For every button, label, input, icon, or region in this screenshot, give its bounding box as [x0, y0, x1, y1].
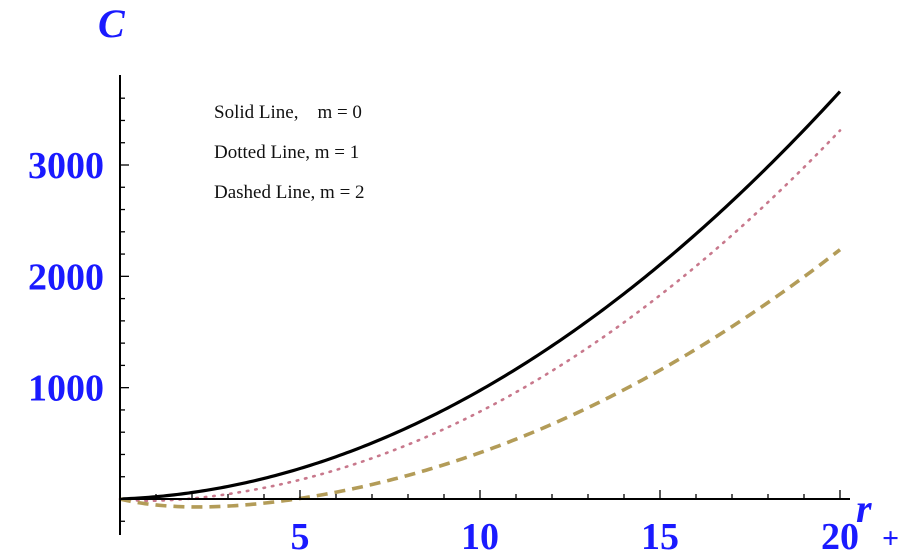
tick-labels: 5 10 15 20 1000 2000 3000	[28, 145, 859, 557]
x-tick-label: 5	[291, 516, 310, 557]
axis-ticks	[120, 97, 841, 522]
y-axis-title: C	[98, 1, 126, 46]
y-tick-label: 1000	[28, 368, 104, 410]
x-axis-title: r	[856, 486, 872, 531]
legend-annotations: Solid Line, m = 0 Dotted Line, m = 1 Das…	[214, 102, 365, 203]
y-tick-label: 3000	[28, 145, 104, 187]
x-tick-label: 20	[821, 516, 859, 557]
x-tick-label: 10	[461, 516, 499, 557]
series-line-dashed	[119, 248, 842, 509]
x-axis-title-subscript: +	[882, 522, 899, 555]
series-group	[118, 90, 842, 509]
series-line-dotted	[118, 129, 842, 503]
annotation-dashed-line: Dashed Line, m = 2	[214, 182, 365, 203]
series-line-solid	[119, 90, 842, 501]
x-tick-label: 15	[641, 516, 679, 557]
annotation-solid-line: Solid Line, m = 0	[214, 102, 362, 123]
annotation-dotted-line: Dotted Line, m = 1	[214, 142, 359, 163]
y-tick-label: 2000	[28, 256, 104, 298]
